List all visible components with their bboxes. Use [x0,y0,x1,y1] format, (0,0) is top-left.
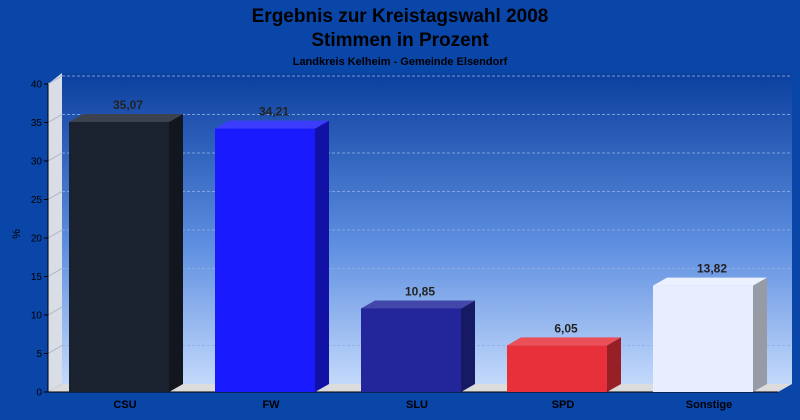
bar-front [653,285,753,392]
bar-front [507,345,607,392]
grid-line-side [47,268,63,277]
bar-fw [215,120,329,392]
bar-front [215,128,315,392]
grid-line-side [47,114,63,123]
bar-top [507,337,621,346]
grid-line-side [47,306,63,316]
bar-side [753,277,767,392]
data-label: 13,82 [697,262,727,276]
x-tick-label: SPD [552,399,575,411]
data-label: 34,21 [259,105,289,119]
bar-side [607,337,621,392]
x-tick-label: CSU [113,399,136,411]
bar-top [653,277,767,286]
y-tick-label: 15 [31,272,43,283]
x-tick-label: Sonstige [686,399,732,411]
data-label: 10,85 [405,284,435,298]
y-tick-label: 10 [31,311,43,322]
y-tick-label: 35 [31,118,43,129]
y-tick-label: 40 [31,80,43,91]
bar-top [69,113,183,122]
chart-title: Ergebnis zur Kreistagswahl 2008 [252,6,549,27]
y-axis-label: % [11,229,23,239]
bar-sonstige [653,277,767,392]
grid-line-side [47,345,63,354]
bar-top [361,300,475,309]
data-label: 35,07 [113,98,143,112]
grid-layer [47,75,792,354]
grid-line-side [47,229,63,239]
bar-csu [69,113,183,392]
y-tick-label: 0 [36,388,42,399]
x-tick-label: SLU [406,399,428,411]
bar-slu [361,300,475,392]
y-tick-label: 25 [31,195,43,206]
bar-spd [507,337,621,392]
bar-side [461,300,475,392]
y-tick-label: 30 [31,157,43,168]
data-label: 6,05 [554,321,578,335]
bar-layer [69,113,767,392]
chart-subtitle: Landkreis Kelheim - Gemeinde Elsendorf [293,56,508,68]
grid-line-side [47,152,63,162]
bar-side [315,120,329,392]
bar-front [69,121,169,392]
bar-front [361,308,461,392]
bar-side [169,113,183,392]
grid-line-side [47,191,63,200]
chart-title-line2: Stimmen in Prozent [311,30,489,51]
plot-side-wall [48,73,62,392]
bar-top [215,120,329,129]
label-layer: 0 5 10 15 20 25 30 35 40 35,07 CSU 34,21 FW 10,85 SLU 6… [31,80,732,412]
y-tick-label: 5 [36,349,42,360]
x-tick-label: FW [262,399,280,411]
y-tick-label: 20 [31,234,43,245]
grid-line-side [47,75,63,85]
